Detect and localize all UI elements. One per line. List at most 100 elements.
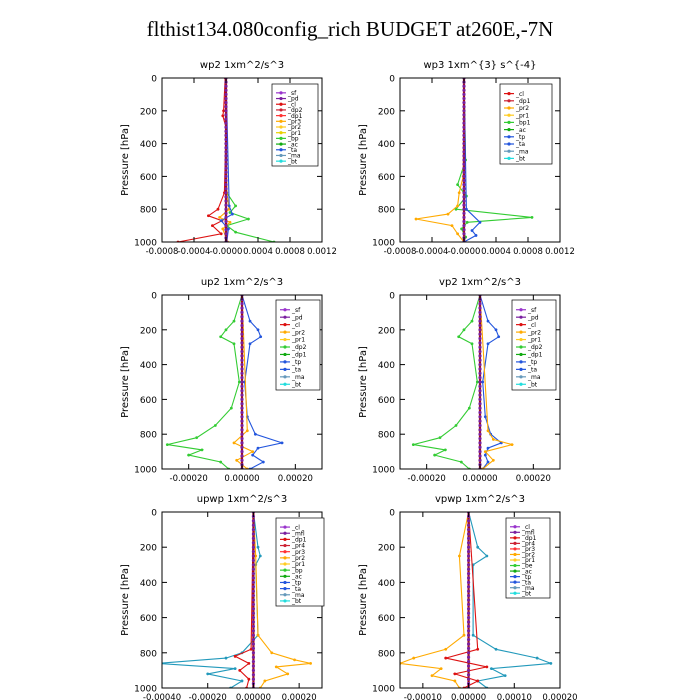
series-point xyxy=(486,342,490,346)
zero-profile-point xyxy=(478,323,482,328)
legend-marker xyxy=(519,367,523,371)
series-point xyxy=(510,443,514,447)
series-point xyxy=(530,216,534,219)
zero-profile-point xyxy=(462,117,466,121)
legend-label: _bt xyxy=(287,158,298,165)
x-tick-label: 0.00000 xyxy=(462,474,497,484)
zero-profile-point xyxy=(240,310,244,314)
zero-profile-point xyxy=(240,419,244,423)
legend-marker xyxy=(279,91,283,95)
legend-marker xyxy=(513,563,517,568)
zero-profile-point xyxy=(224,211,228,215)
legend-box xyxy=(275,299,321,391)
series-point xyxy=(483,450,487,453)
series-point xyxy=(475,380,479,384)
series-line-0 xyxy=(413,295,481,469)
zero-profile-point xyxy=(224,219,228,224)
zero-profile-point xyxy=(251,660,256,664)
series-point xyxy=(216,207,220,211)
chart-title: up2 1xm^2/s^3 xyxy=(201,277,283,288)
legend-label: _tp xyxy=(515,134,525,141)
series-point xyxy=(219,232,223,236)
y-tick-label: 1000 xyxy=(372,466,395,476)
legend-marker xyxy=(507,135,511,139)
series-point xyxy=(476,647,480,651)
series-line-1 xyxy=(400,512,470,688)
series-point xyxy=(187,453,191,457)
zero-profile-point xyxy=(224,142,228,146)
zero-profile xyxy=(251,512,256,688)
legend-label: _pr4 xyxy=(291,543,305,550)
zero-profile-point xyxy=(224,129,228,133)
legend-marker xyxy=(507,142,511,146)
series-point xyxy=(211,224,214,228)
legend: _sf_pd_cl_dp2_dp1_pr3_pr2_pr1_bp_ac_ta_m… xyxy=(271,83,319,167)
zero-profile-point xyxy=(224,88,228,92)
legend-marker xyxy=(283,550,287,554)
chart-panel-vpwp: vpwp 1xm^2/s^3 Pressure [hPa] 0 200 400 600 80… xyxy=(358,494,578,700)
series-point xyxy=(535,656,539,660)
legend-label: _pr3 xyxy=(287,119,301,126)
legend-label: _cl xyxy=(291,524,300,531)
series-point xyxy=(486,429,490,433)
legend-label: _pr1 xyxy=(291,561,305,568)
legend-box xyxy=(511,299,557,391)
legend-marker xyxy=(519,308,523,312)
legend-label: _pr1 xyxy=(527,337,541,344)
legend-marker xyxy=(283,375,287,379)
zero-profile-point xyxy=(466,607,471,611)
zero-profile-point xyxy=(224,228,228,232)
x-tick-label: -0.0004 xyxy=(416,247,449,257)
zero-profile-point xyxy=(224,224,228,228)
series-point xyxy=(247,677,251,681)
legend-label: _sf xyxy=(291,307,301,314)
zero-profile-point xyxy=(251,519,256,523)
legend: _sf_pd_cl_pr2_pr1_dp2_dp1_tp_ta_ma_bt xyxy=(511,299,557,391)
y-tick-label: 0 xyxy=(151,292,157,302)
zero-profile-point xyxy=(462,129,466,133)
series-line-0 xyxy=(167,295,243,469)
legend-label: _ac xyxy=(287,141,298,148)
series-point xyxy=(234,204,238,208)
series-point xyxy=(256,545,260,549)
zero-profile-point xyxy=(466,589,471,593)
legend-marker xyxy=(513,525,517,529)
zero-profile-point xyxy=(240,306,244,310)
legend-marker xyxy=(283,315,287,319)
legend-label: _pr4 xyxy=(521,541,535,548)
series-point xyxy=(222,109,226,113)
legend-label: _cl xyxy=(521,524,530,531)
x-tick-label: -0.0008 xyxy=(146,247,179,257)
y-tick-label: 400 xyxy=(140,140,157,150)
legend-marker xyxy=(283,574,287,578)
series-point xyxy=(200,448,204,452)
legend-label: _cl xyxy=(291,322,300,329)
legend-label: _ma xyxy=(527,374,541,381)
zero-profile-point xyxy=(240,323,244,328)
series-point xyxy=(206,672,210,676)
zero-profile-point xyxy=(466,572,471,576)
zero-profile-point xyxy=(251,638,256,642)
zero-profile-point xyxy=(466,523,471,527)
zero-profile-point xyxy=(251,629,256,633)
series-point xyxy=(224,656,228,660)
series-point xyxy=(232,319,236,323)
y-tick-label: 800 xyxy=(378,649,395,659)
zero-profile-point xyxy=(466,536,471,541)
zero-profile-point xyxy=(240,445,244,449)
zero-profile-point xyxy=(462,96,466,101)
y-tick-label: 200 xyxy=(378,544,395,554)
y-axis-label: Pressure [hPa] xyxy=(358,564,369,636)
series-point xyxy=(457,191,461,195)
plot-frame xyxy=(161,77,323,243)
legend-label: _ta xyxy=(291,367,301,374)
zero-profile-point xyxy=(462,195,466,199)
zero-profile-point xyxy=(251,580,256,585)
zero-profile-point xyxy=(466,594,471,598)
legend-marker xyxy=(519,315,523,319)
legend-label: _pr1 xyxy=(521,557,535,564)
zero-profile-point xyxy=(462,101,466,105)
y-tick-label: 600 xyxy=(140,173,157,183)
legend-label: _tp xyxy=(291,359,301,366)
zero-profile-point xyxy=(478,302,482,306)
